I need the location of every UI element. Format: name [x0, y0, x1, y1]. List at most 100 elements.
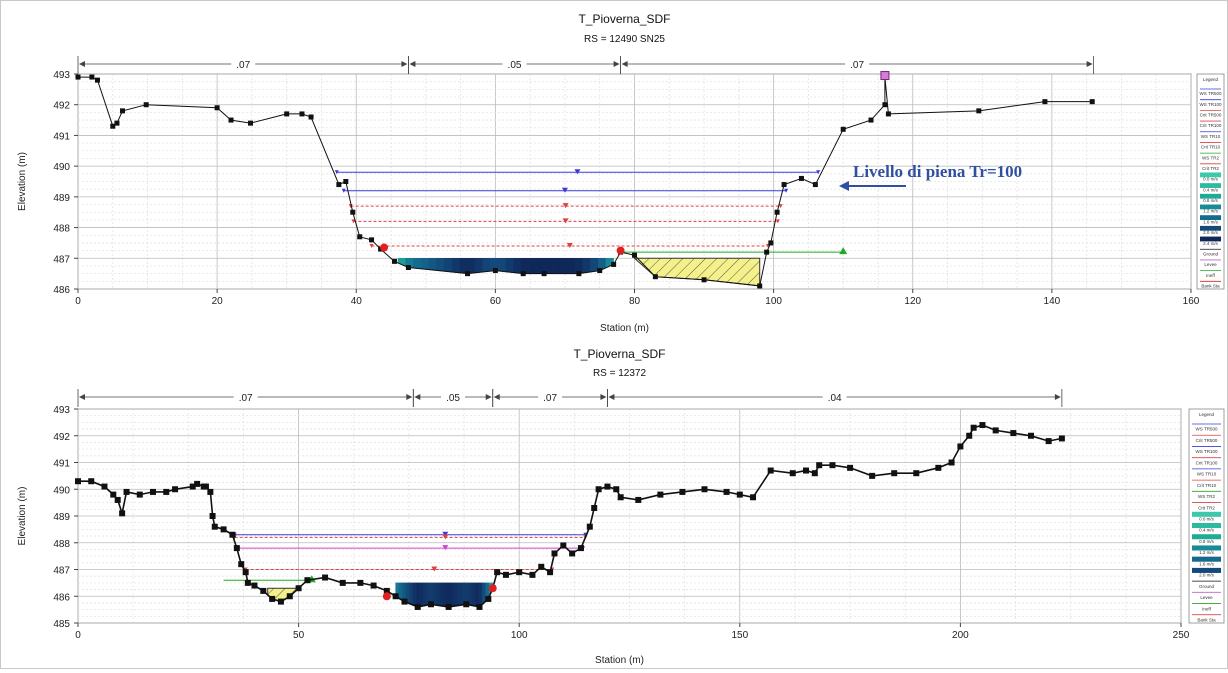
legend-swatch: [1192, 523, 1221, 529]
y-tick-label: 491: [53, 131, 70, 142]
legend-entry: WS TR500: [1196, 427, 1218, 432]
legend-swatch: [1192, 534, 1221, 540]
ground-point: [405, 265, 411, 270]
water-level-marker: [341, 188, 346, 193]
ground-point: [595, 486, 602, 493]
ground-point: [789, 470, 796, 477]
ground-point: [891, 470, 898, 477]
water-level-marker: [784, 188, 789, 193]
manning-label: .05: [446, 393, 460, 404]
ground-point: [611, 261, 617, 267]
legend-entry: Crit TR2: [1202, 166, 1219, 171]
water-level-marker: [442, 531, 449, 537]
y-tick-label: 493: [53, 70, 70, 81]
ground-point: [101, 483, 108, 490]
legend-entry: 1.6 m/s: [1199, 561, 1215, 566]
ground-point: [576, 271, 582, 277]
manning-arrowhead: [493, 394, 500, 400]
ground-point: [89, 74, 95, 80]
ground-point: [211, 523, 218, 530]
ground-point: [286, 593, 293, 600]
legend-swatch: [1200, 215, 1221, 221]
ground-point: [427, 601, 434, 608]
flow-velocity-cell: [478, 582, 483, 608]
y-tick-label: 493: [53, 405, 70, 416]
flow-velocity-cell: [590, 258, 599, 273]
y-axis-label: Elevation (m): [17, 152, 28, 211]
ground-point: [114, 496, 121, 503]
ground-point: [1045, 438, 1052, 445]
ground-point: [251, 582, 258, 589]
water-level-marker: [442, 534, 449, 540]
ground-point: [209, 513, 216, 519]
manning-label: .07: [543, 393, 557, 404]
legend-swatch: [1200, 193, 1221, 199]
ground-point: [868, 117, 874, 123]
flow-velocity-cell: [433, 582, 438, 606]
ground-point: [502, 571, 509, 578]
ground-point: [586, 523, 593, 530]
ground-point: [383, 587, 390, 594]
ground-point: [463, 601, 470, 608]
water-level-marker: [778, 204, 783, 209]
water-level-marker: [839, 247, 848, 255]
ground-point: [233, 545, 240, 552]
y-tick-label: 489: [53, 193, 70, 204]
y-tick-label: 487: [53, 566, 70, 577]
ground-point: [935, 464, 942, 471]
ground-point: [976, 108, 982, 114]
ground-point: [260, 587, 267, 594]
ground-point: [992, 427, 999, 434]
ground-point: [679, 488, 686, 495]
ground-point: [869, 472, 876, 479]
legend-entry: 2.4 m/s: [1203, 241, 1219, 246]
ground-point: [228, 117, 234, 123]
y-tick-label: 486: [53, 592, 70, 603]
flow-velocity-cell: [428, 258, 437, 271]
ground-point: [723, 488, 730, 495]
y-tick-label: 488: [53, 224, 70, 235]
annotation-text: Livello di piena Tr=100: [853, 162, 1022, 181]
bank-station-marker: [488, 584, 497, 593]
manning-arrowhead: [621, 61, 628, 67]
bank-station-marker: [380, 243, 389, 252]
ground-point: [768, 240, 774, 246]
flow-velocity-cell: [447, 582, 452, 608]
flow-velocity-cell: [436, 258, 445, 272]
legend-swatch: [1200, 225, 1221, 231]
ground-point: [829, 462, 836, 469]
ground-point: [948, 459, 955, 466]
ground-point: [816, 462, 823, 469]
water-level-marker: [431, 566, 438, 572]
legend-entry: Crit TR500: [1196, 438, 1218, 443]
legend-entry: 0.8 m/s: [1199, 539, 1215, 544]
ground-point: [632, 252, 637, 258]
legend-entry: 0.4 m/s: [1203, 187, 1219, 192]
manning-arrowhead: [600, 394, 607, 400]
legend-entry: Crit TR500: [1200, 113, 1222, 118]
ground-point: [604, 483, 611, 490]
ground-point: [75, 74, 81, 80]
x-tick-label: 250: [1173, 630, 1190, 641]
x-axis-label: Station (m): [595, 655, 644, 666]
ground-point: [229, 531, 236, 538]
flow-velocity-cell: [528, 258, 537, 274]
legend-entry: Crit TR2: [1198, 505, 1215, 510]
ground-point: [350, 209, 356, 215]
flow-velocity-cell: [419, 582, 424, 607]
ground-point: [110, 491, 117, 498]
ground-point: [238, 561, 245, 568]
manning-label: .05: [508, 60, 522, 71]
legend-entry: Levee: [1204, 262, 1217, 267]
legend-entry: Ineff: [1206, 273, 1215, 278]
legend-entry: WS TR2: [1202, 155, 1219, 160]
legend-swatch: [1200, 183, 1221, 188]
ground-point: [75, 478, 81, 485]
ground-point: [277, 598, 284, 605]
manning-label: .04: [828, 393, 842, 404]
chart-subtitle: RS = 12372: [593, 368, 647, 379]
legend-entry: Ground: [1203, 251, 1219, 256]
flow-velocity-cell: [423, 582, 428, 607]
ground-point: [220, 526, 227, 533]
